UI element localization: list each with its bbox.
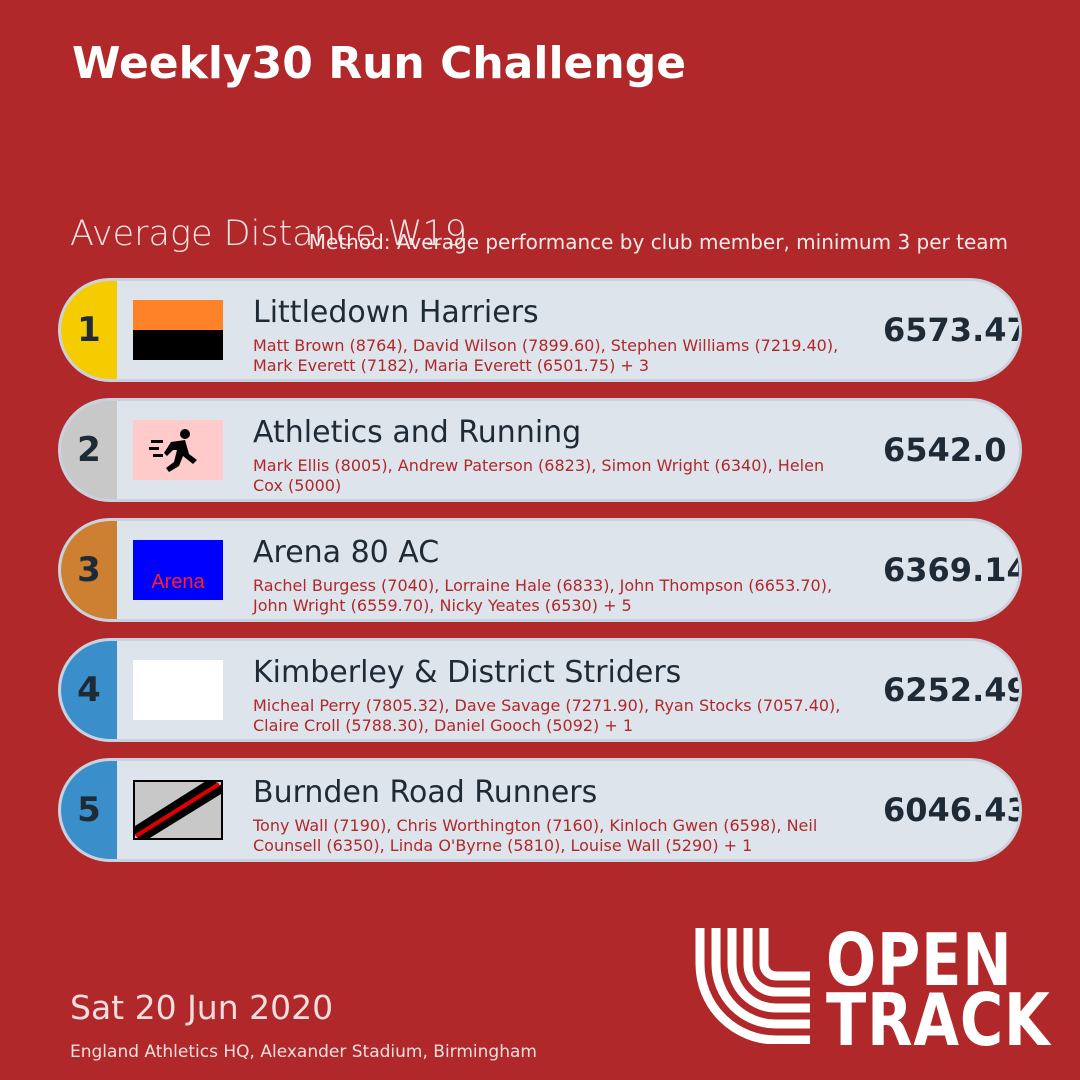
subtitle: Average Distance W19 xyxy=(70,214,467,254)
team-logo: Arena xyxy=(133,540,223,600)
brand-text: OPEN xyxy=(826,918,1013,1002)
score: 6046.43 xyxy=(883,791,1022,829)
date: Sat 20 Jun 2020 xyxy=(70,988,334,1027)
rank: 3 xyxy=(61,521,117,619)
logo-text: Arena xyxy=(151,571,205,593)
members: Micheal Perry (7805.32), Dave Savage (72… xyxy=(253,696,841,735)
rank: 2 xyxy=(61,401,117,499)
score: 6542.0 xyxy=(883,431,1007,469)
team-name: Kimberley & District Striders xyxy=(253,655,682,690)
members: Matt Brown (8764), David Wilson (7899.60… xyxy=(253,336,839,375)
team-logo xyxy=(133,780,223,840)
method: Method: Average performance by club memb… xyxy=(308,230,1008,254)
brand-icon xyxy=(695,928,810,1044)
rank: 5 xyxy=(61,761,117,859)
rank: 1 xyxy=(61,281,117,379)
team-logo xyxy=(133,660,223,720)
team-name: Athletics and Running xyxy=(253,415,582,450)
team-logo xyxy=(133,420,223,480)
team-row: 1 Littledown Harriers Matt Brown (8764),… xyxy=(58,278,1022,382)
score: 6573.47 xyxy=(883,311,1022,349)
team-row: 2 Athletics and Running Mark Ellis (8005… xyxy=(58,398,1022,502)
team-row: 3 Arena Arena 80 AC Rachel Burgess (7040… xyxy=(58,518,1022,622)
score: 6252.49 xyxy=(883,671,1022,709)
title: Weekly30 Run Challenge xyxy=(72,38,687,89)
team-row: 4 Kimberley & District Striders Micheal … xyxy=(58,638,1022,742)
team-name: Burnden Road Runners xyxy=(253,775,598,810)
rank: 4 xyxy=(61,641,117,739)
members: Mark Ellis (8005), Andrew Paterson (6823… xyxy=(253,456,825,495)
venue: England Athletics HQ, Alexander Stadium,… xyxy=(70,1042,537,1062)
members: Rachel Burgess (7040), Lorraine Hale (68… xyxy=(253,576,833,615)
brand-text: TRACK xyxy=(826,978,1051,1062)
team-name: Arena 80 AC xyxy=(253,535,440,570)
team-name: Littledown Harriers xyxy=(253,295,539,330)
team-row: 5 Burnden Road Runners Tony Wall (7190),… xyxy=(58,758,1022,862)
members: Tony Wall (7190), Chris Worthington (716… xyxy=(253,816,818,855)
team-logo xyxy=(133,300,223,360)
score: 6369.14 xyxy=(883,551,1022,589)
